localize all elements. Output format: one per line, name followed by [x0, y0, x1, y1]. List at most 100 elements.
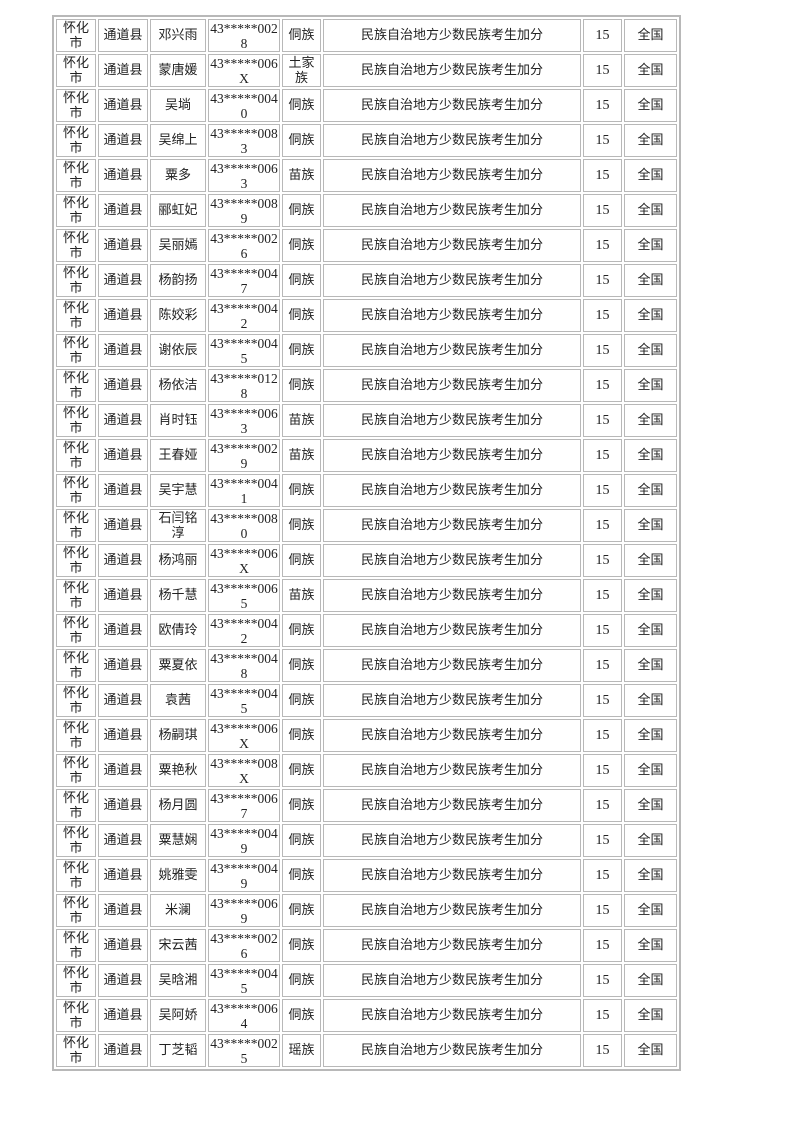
city-cell: 怀化市 [56, 264, 96, 297]
county-cell-text: 通道县 [103, 763, 143, 778]
county-cell: 通道县 [98, 614, 148, 647]
points-cell: 15 [583, 124, 622, 157]
name-cell: 吴丽嫣 [150, 229, 206, 262]
name-cell: 吴晗湘 [150, 964, 206, 997]
id-cell: 43*****0089 [208, 194, 280, 227]
city-cell: 怀化市 [56, 859, 96, 892]
bonus-type-cell-text: 民族自治地方少数民族考生加分 [360, 763, 543, 778]
points-cell-text: 15 [595, 203, 610, 219]
bonus-type-cell-text: 民族自治地方少数民族考生加分 [360, 343, 543, 358]
points-cell: 15 [583, 194, 622, 227]
city-cell-text: 怀化市 [62, 650, 89, 681]
id-cell-text: 43*****0025 [210, 1035, 278, 1066]
bonus-type-cell-text: 民族自治地方少数民族考生加分 [360, 693, 543, 708]
table-row: 怀化市 通道县 粟艳秋 43*****008X 侗族 民族自治地方少数民族考生加分 15 全国 [56, 754, 677, 787]
id-cell-text: 43*****0042 [210, 615, 278, 646]
ethnicity-cell-text: 侗族 [288, 973, 315, 988]
id-cell: 43*****0045 [208, 964, 280, 997]
ethnicity-cell-text: 侗族 [288, 833, 315, 848]
city-cell: 怀化市 [56, 194, 96, 227]
name-cell-text: 石闫铭淳 [158, 510, 198, 541]
county-cell: 通道县 [98, 439, 148, 472]
bonus-type-cell-text: 民族自治地方少数民族考生加分 [360, 833, 543, 848]
scope-cell-text: 全国 [637, 413, 664, 428]
bonus-type-cell-text: 民族自治地方少数民族考生加分 [360, 28, 543, 43]
table-row: 怀化市 通道县 姚雅雯 43*****0049 侗族 民族自治地方少数民族考生加分 15 全国 [56, 859, 677, 892]
table-row: 怀化市 通道县 吴晗湘 43*****0045 侗族 民族自治地方少数民族考生加分 15 全国 [56, 964, 677, 997]
bonus-type-cell: 民族自治地方少数民族考生加分 [323, 194, 581, 227]
county-cell-text: 通道县 [103, 833, 143, 848]
county-cell-text: 通道县 [103, 623, 143, 638]
scope-cell-text: 全国 [637, 798, 664, 813]
name-cell: 粟夏依 [150, 649, 206, 682]
bonus-type-cell-text: 民族自治地方少数民族考生加分 [360, 728, 543, 743]
ethnicity-cell-text: 苗族 [288, 588, 315, 603]
ethnicity-cell-text: 侗族 [288, 343, 315, 358]
scope-cell: 全国 [624, 369, 677, 402]
county-cell: 通道县 [98, 684, 148, 717]
id-cell: 43*****0026 [208, 929, 280, 962]
scope-cell: 全国 [624, 719, 677, 752]
points-cell: 15 [583, 614, 622, 647]
name-cell-text: 肖时钰 [158, 413, 198, 428]
bonus-type-cell: 民族自治地方少数民族考生加分 [323, 964, 581, 997]
points-cell-text: 15 [595, 273, 610, 289]
scope-cell: 全国 [624, 789, 677, 822]
points-cell-text: 15 [595, 658, 610, 674]
county-cell-text: 通道县 [103, 588, 143, 603]
bonus-type-cell: 民族自治地方少数民族考生加分 [323, 754, 581, 787]
bonus-type-cell-text: 民族自治地方少数民族考生加分 [360, 973, 543, 988]
ethnicity-cell: 侗族 [282, 474, 321, 507]
id-cell: 43*****0042 [208, 614, 280, 647]
city-cell: 怀化市 [56, 299, 96, 332]
ethnicity-cell: 瑶族 [282, 1034, 321, 1067]
bonus-type-cell: 民族自治地方少数民族考生加分 [323, 229, 581, 262]
name-cell-text: 杨嗣琪 [158, 728, 198, 743]
county-cell-text: 通道县 [103, 693, 143, 708]
city-cell-text: 怀化市 [62, 510, 89, 541]
points-cell: 15 [583, 649, 622, 682]
city-cell: 怀化市 [56, 159, 96, 192]
id-cell-text: 43*****0042 [210, 300, 278, 331]
bonus-type-cell: 民族自治地方少数民族考生加分 [323, 649, 581, 682]
county-cell-text: 通道县 [103, 798, 143, 813]
county-cell: 通道县 [98, 19, 148, 52]
bonus-type-cell-text: 民族自治地方少数民族考生加分 [360, 588, 543, 603]
points-cell: 15 [583, 159, 622, 192]
points-cell-text: 15 [595, 1043, 610, 1059]
city-cell-text: 怀化市 [62, 405, 89, 436]
county-cell: 通道县 [98, 124, 148, 157]
name-cell-text: 宋云茜 [158, 938, 198, 953]
points-cell: 15 [583, 404, 622, 437]
scope-cell-text: 全国 [637, 623, 664, 638]
ethnicity-cell: 侗族 [282, 894, 321, 927]
bonus-type-cell-text: 民族自治地方少数民族考生加分 [360, 378, 543, 393]
city-cell-text: 怀化市 [62, 370, 89, 401]
county-cell-text: 通道县 [103, 203, 143, 218]
city-cell-text: 怀化市 [62, 440, 89, 471]
name-cell: 粟多 [150, 159, 206, 192]
name-cell-text: 丁芝韬 [158, 1043, 198, 1058]
bonus-type-cell: 民族自治地方少数民族考生加分 [323, 89, 581, 122]
city-cell: 怀化市 [56, 824, 96, 857]
id-cell: 43*****0049 [208, 824, 280, 857]
id-cell-text: 43*****0067 [210, 790, 278, 821]
points-cell: 15 [583, 474, 622, 507]
table-row: 怀化市 通道县 石闫铭淳 43*****0080 侗族 民族自治地方少数民族考生加分 15 全… [56, 509, 677, 542]
id-cell-text: 43*****0049 [210, 825, 278, 856]
scope-cell-text: 全国 [637, 28, 664, 43]
ethnicity-cell: 侗族 [282, 789, 321, 822]
scope-cell-text: 全国 [637, 273, 664, 288]
bonus-type-cell: 民族自治地方少数民族考生加分 [323, 929, 581, 962]
scope-cell: 全国 [624, 19, 677, 52]
table-row: 怀化市 通道县 杨依洁 43*****0128 侗族 民族自治地方少数民族考生加分 15 全国 [56, 369, 677, 402]
id-cell: 43*****0083 [208, 124, 280, 157]
ethnicity-cell-text: 侗族 [288, 938, 315, 953]
bonus-type-cell: 民族自治地方少数民族考生加分 [323, 509, 581, 542]
county-cell: 通道县 [98, 264, 148, 297]
name-cell-text: 邓兴雨 [158, 28, 198, 43]
ethnicity-cell: 侗族 [282, 264, 321, 297]
county-cell: 通道县 [98, 964, 148, 997]
city-cell: 怀化市 [56, 334, 96, 367]
id-cell-text: 43*****0080 [210, 510, 278, 541]
